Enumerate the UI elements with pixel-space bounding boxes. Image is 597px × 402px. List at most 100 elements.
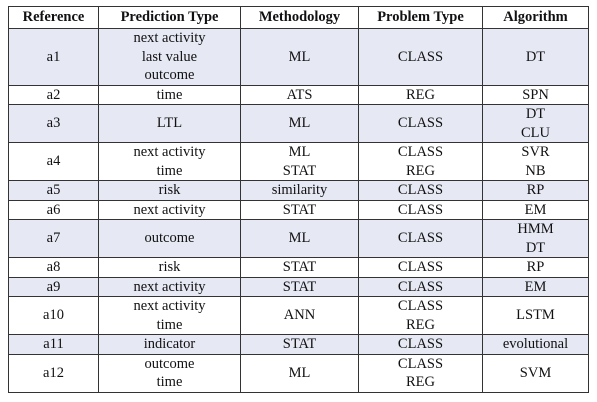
cell-problem-type-line: CLASS [397, 298, 444, 314]
cell-prediction-type: next activity last value outcome [98, 28, 241, 86]
cell-methodology-line: ML [288, 48, 311, 65]
table-row: a12 outcome time ML CLASS REG SVM [8, 353, 589, 393]
cell-problem-type: CLASS [358, 219, 483, 258]
table-row: a3 LTL ML CLASS DT CLU [8, 104, 589, 143]
comparison-table: Reference Prediction Type Methodology Pr… [8, 6, 589, 393]
table-row: a1 next activity last value outcome ML CLASS D… [8, 28, 589, 86]
cell-methodology: STAT [240, 334, 359, 355]
cell-prediction-type-line: last value [141, 48, 198, 65]
cell-prediction-type: LTL [98, 104, 241, 143]
cell-methodology-line: ML [288, 144, 311, 160]
table-row: a6 next activity STAT CLASS EM [8, 199, 589, 220]
cell-algorithm-line: SPN [522, 86, 549, 103]
cell-methodology: ML STAT [240, 142, 359, 181]
cell-reference: a1 [8, 28, 99, 86]
table-row: a8 risk STAT CLASS RP [8, 257, 589, 278]
cell-algorithm-line: NB [525, 162, 546, 179]
cell-problem-type-line: CLASS [397, 336, 444, 352]
cell-algorithm-line: EM [524, 278, 547, 295]
cell-methodology: STAT [240, 199, 359, 220]
cell-prediction-type-line: next activity [133, 278, 206, 295]
cell-problem-type: CLASS [358, 257, 483, 278]
cell-problem-type-line: CLASS [397, 144, 444, 160]
cell-algorithm-line: LSTM [516, 307, 555, 324]
cell-prediction-type-line: next activity [133, 201, 206, 218]
cell-algorithm-line: EM [524, 201, 547, 218]
cell-problem-type-line: CLASS [397, 182, 444, 198]
cell-prediction-type: outcome [98, 219, 241, 258]
header-row: Reference Prediction Type Methodology Pr… [8, 6, 589, 29]
cell-reference: a12 [8, 353, 99, 393]
cell-problem-type: CLASS [358, 334, 483, 355]
cell-reference: a9 [8, 276, 99, 297]
cell-problem-type: CLASS [358, 180, 483, 201]
cell-algorithm: SVR NB [482, 142, 589, 181]
cell-algorithm-line: DT [525, 106, 546, 122]
cell-prediction-type-line: time [156, 86, 183, 103]
cell-reference: a7 [8, 219, 99, 258]
table-row: a2 time ATS REG SPN [8, 84, 589, 105]
cell-prediction-type-line: next activity [133, 30, 206, 46]
header-reference: Reference [8, 6, 99, 29]
cell-algorithm: evolutional [482, 334, 589, 355]
cell-methodology: ML [240, 219, 359, 258]
cell-prediction-type-line: LTL [156, 115, 183, 132]
cell-algorithm: LSTM [482, 296, 589, 335]
table-row: a11 indicator STAT CLASS evolutional [8, 334, 589, 355]
cell-algorithm-line: DT [525, 48, 546, 65]
table-row: a7 outcome ML CLASS HMM DT [8, 219, 589, 258]
cell-problem-type: CLASS REG [358, 353, 483, 393]
cell-prediction-type: next activity [98, 276, 241, 297]
cell-algorithm-line: SVM [519, 364, 552, 381]
cell-prediction-type-line: next activity [133, 144, 206, 160]
cell-methodology-line: ML [288, 230, 311, 247]
cell-methodology: STAT [240, 257, 359, 278]
cell-algorithm-line: evolutional [502, 336, 569, 352]
cell-prediction-type-line: next activity [133, 298, 206, 314]
cell-problem-type-line: REG [406, 162, 435, 179]
cell-methodology-line: STAT [282, 278, 317, 295]
cell-prediction-type: outcome time [98, 353, 241, 393]
table-body: a1 next activity last value outcome ML CLASS D… [8, 28, 589, 393]
cell-prediction-type: next activity time [98, 142, 241, 181]
cell-reference: a2 [8, 84, 99, 105]
cell-methodology: STAT [240, 276, 359, 297]
cell-problem-type-line: REG [406, 316, 435, 333]
cell-algorithm: SPN [482, 84, 589, 105]
cell-prediction-type-line: outcome [144, 67, 195, 83]
table-row: a9 next activity STAT CLASS EM [8, 276, 589, 297]
cell-algorithm-line: RP [526, 259, 545, 275]
cell-algorithm-line: SVR [521, 144, 550, 160]
cell-prediction-type-line: risk [158, 182, 181, 198]
cell-algorithm-line: CLU [521, 124, 550, 141]
cell-reference: a4 [8, 142, 99, 181]
cell-methodology: ATS [240, 84, 359, 105]
cell-reference: a8 [8, 257, 99, 278]
cell-prediction-type: next activity [98, 199, 241, 220]
table-row: a10 next activity time ANN CLASS REG LSTM [8, 296, 589, 335]
cell-methodology-line: ML [288, 364, 311, 381]
cell-methodology-line: STAT [282, 162, 317, 179]
cell-methodology-line: ATS [286, 86, 313, 103]
cell-problem-type-line: CLASS [397, 201, 444, 218]
cell-reference: a11 [8, 334, 99, 355]
cell-problem-type-line: CLASS [397, 278, 444, 295]
cell-problem-type-line: REG [406, 86, 435, 103]
cell-methodology-line: STAT [282, 201, 317, 218]
cell-prediction-type: risk [98, 180, 241, 201]
cell-methodology-line: similarity [271, 182, 328, 198]
cell-problem-type-line: CLASS [397, 115, 444, 132]
table-row: a4 next activity time ML STAT CLASS REG SVR NB [8, 142, 589, 181]
cell-prediction-type-line: outcome [144, 355, 195, 372]
cell-algorithm: RP [482, 257, 589, 278]
cell-algorithm-line: RP [526, 182, 545, 198]
cell-methodology: ML [240, 353, 359, 393]
header-problem-type: Problem Type [358, 6, 483, 29]
cell-methodology-line: ML [288, 115, 311, 132]
cell-prediction-type-line: time [156, 374, 183, 390]
cell-algorithm: RP [482, 180, 589, 201]
cell-methodology-line: STAT [282, 259, 317, 275]
cell-reference: a3 [8, 104, 99, 143]
cell-reference: a10 [8, 296, 99, 335]
comparison-table-container: Reference Prediction Type Methodology Pr… [8, 6, 589, 393]
